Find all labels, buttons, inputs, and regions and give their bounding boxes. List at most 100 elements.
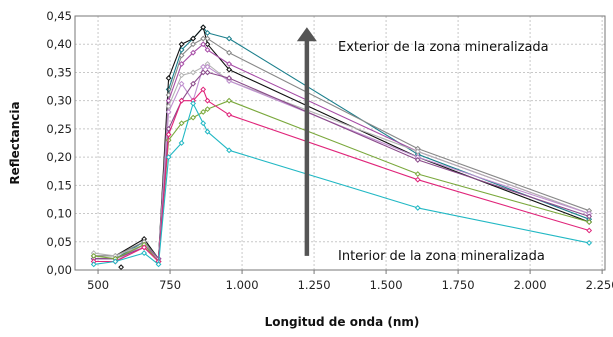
x-tick-labels: 500 750 1.000 1.250 1.500 1.750 2.000 2.250: [87, 278, 613, 292]
data-point: [178, 140, 185, 146]
y-tick-label: 0,30: [46, 94, 72, 108]
x-axis-title: Longitud de onda (nm): [265, 315, 420, 329]
x-tick-label: 1.500: [370, 278, 403, 292]
data-point: [112, 258, 119, 265]
y-tick-label: 0,45: [46, 9, 72, 23]
data-point: [178, 72, 185, 79]
series-line: [93, 100, 590, 263]
data-point: [204, 106, 211, 113]
data-point: [414, 171, 421, 177]
series-10: [90, 100, 593, 268]
data-point: [200, 41, 207, 48]
data-point: [155, 261, 162, 268]
data-point: [226, 97, 233, 104]
data-point: [141, 250, 148, 256]
data-point: [200, 109, 207, 115]
data-point: [200, 24, 207, 31]
arrow-head: [296, 27, 317, 42]
data-point: [586, 213, 593, 220]
data-point: [190, 100, 197, 107]
data-point: [204, 128, 211, 135]
y-tick-label: 0,20: [46, 150, 72, 164]
x-tick-label: 2.000: [514, 278, 547, 292]
data-point: [200, 63, 207, 70]
data-point: [190, 114, 197, 121]
x-tick-label: 1.750: [442, 278, 475, 292]
data-point: [226, 75, 233, 81]
x-tick-label: 750: [159, 278, 181, 292]
series-line: [93, 102, 590, 265]
data-point: [204, 69, 211, 76]
annotation-interior: Interior de la zona mineralizada: [338, 249, 545, 264]
data-point: [204, 30, 211, 36]
data-point: [226, 111, 233, 118]
data-point: [90, 252, 97, 259]
data-point: [204, 35, 211, 42]
series-layer: [90, 24, 593, 271]
y-axis-title: Reflectancia: [8, 101, 22, 184]
data-point: [190, 80, 197, 87]
y-tick-label: 0,10: [46, 207, 72, 221]
data-point: [165, 109, 172, 115]
data-point: [165, 75, 172, 81]
y-tick-label: 0,00: [46, 263, 72, 277]
data-point: [90, 261, 97, 268]
data-point: [178, 61, 185, 67]
data-point: [141, 244, 148, 251]
data-point: [165, 154, 172, 161]
data-point: [178, 80, 185, 87]
data-point: [414, 205, 421, 211]
plot-frame: [74, 15, 606, 271]
data-point: [165, 97, 172, 104]
data-point: [226, 61, 233, 67]
data-point: [190, 41, 197, 48]
y-tick-label: 0,25: [46, 122, 72, 136]
data-point: [226, 49, 233, 56]
data-point: [165, 103, 172, 110]
data-point: [165, 131, 172, 138]
series-line: [93, 88, 590, 263]
data-point: [118, 264, 124, 271]
series-line: [93, 38, 590, 260]
data-point: [414, 148, 421, 155]
arrow-shaft: [304, 40, 310, 256]
x-tick-label: 1.250: [298, 278, 331, 292]
data-point: [204, 97, 211, 104]
data-point: [200, 120, 207, 127]
data-point: [200, 35, 207, 42]
y-tick-labels: 0,00 0,05 0,10 0,15 0,20 0,25 0,30 0,35 0,40 0,45: [46, 9, 72, 277]
data-point: [178, 41, 185, 48]
data-point: [226, 35, 233, 42]
data-point: [586, 219, 593, 225]
data-point: [200, 86, 207, 93]
data-point: [586, 227, 593, 234]
series-line: [93, 26, 590, 260]
y-tick-label: 0,05: [46, 235, 72, 249]
data-point: [204, 41, 211, 48]
data-point: [204, 46, 211, 53]
data-point: [200, 69, 207, 76]
data-point: [178, 97, 185, 104]
data-point: [190, 35, 197, 42]
data-point: [586, 239, 593, 246]
data-point: [178, 120, 185, 127]
data-point: [204, 63, 211, 70]
y-tick-label: 0,40: [46, 37, 72, 51]
x-tick-label: 2.250: [586, 278, 613, 292]
y-tick-label: 0,35: [46, 65, 72, 79]
arrow-layer: [296, 27, 317, 256]
data-point: [178, 52, 185, 59]
x-tick-label: 500: [87, 278, 109, 292]
data-point: [190, 69, 197, 76]
data-point: [414, 176, 421, 183]
annotation-exterior: Exterior de la zona mineralizada: [338, 40, 549, 55]
data-point: [414, 157, 421, 163]
data-point: [165, 125, 172, 132]
y-tick-label: 0,15: [46, 178, 72, 192]
data-point: [226, 147, 233, 154]
data-point: [190, 49, 197, 56]
data-point: [226, 66, 233, 73]
x-tick-label: 1.000: [226, 278, 259, 292]
